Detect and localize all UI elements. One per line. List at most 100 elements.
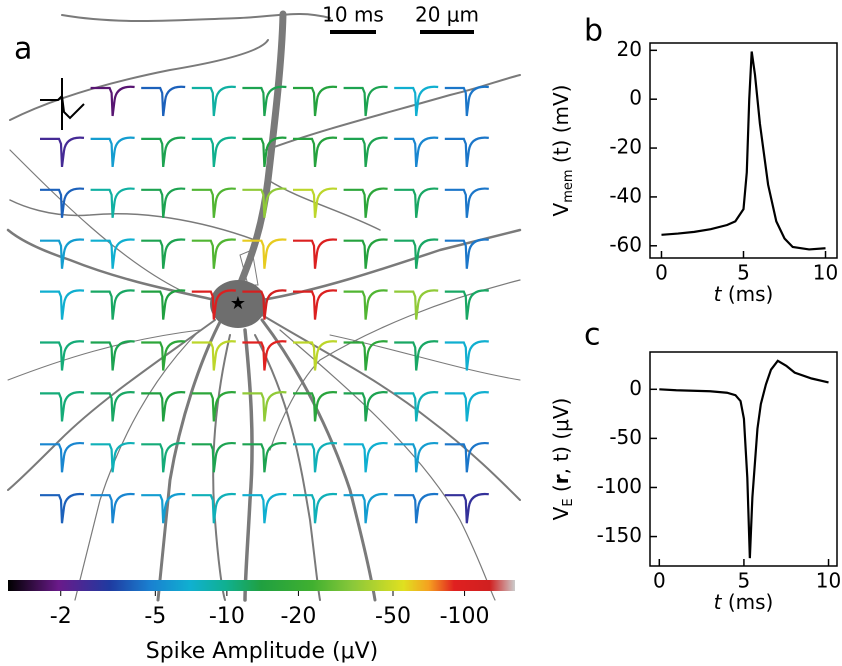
spike-waveform	[90, 441, 135, 473]
scale-waveform	[40, 78, 85, 130]
spike-waveform	[191, 391, 236, 422]
y-axis-label: VE (r, t) (μV)	[549, 398, 576, 521]
spike-waveform	[90, 492, 135, 524]
x-tick-label: 10	[816, 569, 841, 593]
y-label-part: (t) (mV)	[549, 85, 573, 170]
spike-waveform	[90, 340, 135, 371]
y-tick-label: 0	[629, 86, 642, 110]
spike-waveform	[394, 289, 439, 320]
panel-label: a	[14, 32, 32, 67]
spike-waveform	[242, 187, 287, 218]
spike-waveform	[444, 441, 489, 473]
spike-waveform	[40, 289, 85, 320]
spike-waveform	[444, 340, 489, 371]
spike-waveform	[90, 289, 135, 320]
spike-waveform	[191, 441, 236, 473]
spike-waveform	[394, 391, 439, 422]
x-tick-label: 10	[813, 261, 838, 285]
colorbar-tick-label: -10	[209, 604, 245, 629]
spike-waveform	[90, 238, 135, 269]
spike-waveform	[242, 289, 287, 320]
spike-waveform	[394, 340, 439, 371]
spike-waveform	[242, 441, 287, 473]
spike-waveform	[191, 289, 236, 320]
line	[659, 359, 829, 559]
spike-waveform	[242, 340, 287, 371]
spike-waveform	[293, 187, 338, 218]
x-label-unit: (ms)	[721, 282, 773, 306]
y-tick-label: -50	[609, 425, 642, 449]
y-label-sub: mem	[561, 169, 576, 202]
panel-label: b	[584, 14, 603, 49]
spike-waveform	[141, 441, 186, 473]
colorbar-tick-label: -100	[440, 604, 490, 629]
colorbar-tick-label: -5	[144, 604, 166, 629]
spike-waveform	[444, 238, 489, 269]
spike-waveform	[343, 340, 388, 371]
spike-waveform	[191, 492, 236, 524]
spike-waveform	[444, 85, 489, 117]
spike-waveform	[293, 441, 338, 473]
spike-waveform	[343, 85, 388, 117]
x-tick-label: 5	[737, 261, 750, 285]
spike-waveform	[40, 391, 85, 422]
axes-frame	[649, 42, 838, 259]
spike-waveform	[242, 391, 287, 422]
spike-waveform	[191, 340, 236, 371]
spike-waveform	[293, 340, 338, 371]
x-tick-label: 0	[655, 261, 668, 285]
spike-waveform	[242, 85, 287, 117]
spike-waveform	[394, 238, 439, 269]
y-tick-label: -60	[609, 232, 642, 256]
spike-waveform	[141, 238, 186, 269]
spike-waveform	[40, 136, 85, 168]
spike-waveform	[394, 492, 439, 524]
spike-waveform	[293, 289, 338, 320]
spike-waveform	[343, 492, 388, 524]
spike-waveform	[343, 289, 388, 320]
spike-waveform	[90, 187, 135, 218]
spike-waveform	[242, 136, 287, 168]
spike-waveform	[394, 136, 439, 168]
y-label-main: V	[549, 202, 573, 216]
spike-waveform	[343, 391, 388, 422]
spike-waveform	[90, 391, 135, 422]
y-tick-label: -40	[609, 183, 642, 207]
x-label-var: t	[714, 590, 723, 614]
y-label-main: V	[549, 506, 573, 520]
spike-waveform	[343, 136, 388, 168]
axes-frame	[649, 351, 838, 567]
spike-waveform	[40, 492, 85, 524]
spike-waveform	[141, 492, 186, 524]
y-label-sub: E	[561, 498, 576, 506]
spike-waveform	[141, 187, 186, 218]
spike-waveform	[40, 441, 85, 473]
x-axis-label: t (ms)	[714, 282, 774, 306]
spike-waveform	[141, 136, 186, 168]
x-tick-label: 0	[653, 569, 666, 593]
spike-waveform	[141, 85, 186, 117]
spike-waveform	[141, 391, 186, 422]
spike-waveform	[444, 391, 489, 422]
spike-waveform	[191, 187, 236, 218]
spike-waveform	[394, 441, 439, 473]
spike-waveform	[444, 492, 489, 524]
spike-waveform	[141, 340, 186, 371]
time-scale-label: 10 ms	[322, 3, 384, 27]
spike-waveform	[394, 187, 439, 218]
spike-waveform	[40, 187, 85, 218]
spike-waveform	[293, 391, 338, 422]
spike-waveform	[293, 238, 338, 269]
spike-waveform	[293, 85, 338, 117]
colorbar-tick-label: -20	[280, 604, 316, 629]
length-scale-label: 20 μm	[415, 3, 479, 27]
spike-waveform	[40, 238, 85, 269]
spike-waveform	[343, 238, 388, 269]
spike-waveform	[191, 238, 236, 269]
panel-label: c	[584, 318, 601, 353]
spike-waveform	[293, 492, 338, 524]
spike-waveform	[90, 136, 135, 168]
x-label-unit: (ms)	[721, 590, 773, 614]
y-label-part: r	[549, 474, 573, 484]
y-label-part: (	[549, 484, 573, 498]
